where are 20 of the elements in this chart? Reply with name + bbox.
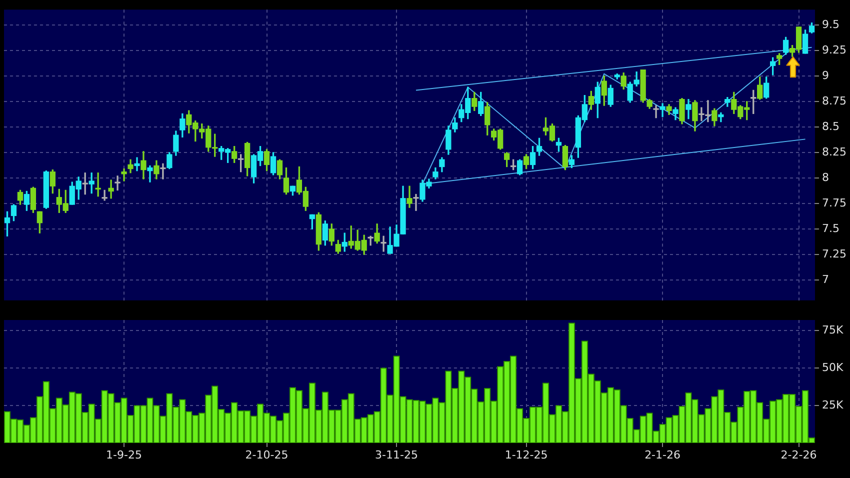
x-tick-label: 1-9-25 [106,448,142,462]
y-tick-label: 50K [822,360,844,374]
y-tick-label: 7 [822,272,829,286]
y-tick-label: 7.25 [822,247,846,260]
x-tick-label: 2-10-25 [245,448,288,462]
y-tick-label: 9.25 [822,43,846,56]
y-tick-label: 9.5 [822,18,840,31]
x-tick-label: 1-12-25 [504,448,548,462]
x-tick-label: 3-11-25 [375,448,418,462]
y-tick-label: 75K [822,323,844,336]
y-tick-label: 7.5 [822,222,840,235]
y-tick-label: 25K [822,398,844,412]
x-tick-label: 2-2-26 [780,448,817,462]
x-tick-label: 2-1-26 [644,448,680,462]
y-tick-label: 7.75 [822,196,846,210]
y-tick-label: 8 [822,170,829,184]
y-tick-label: 8.5 [822,120,840,133]
y-tick-label: 8.75 [822,94,846,108]
y-tick-label: 9 [822,68,829,82]
y-tick-label: 8.25 [822,145,846,158]
